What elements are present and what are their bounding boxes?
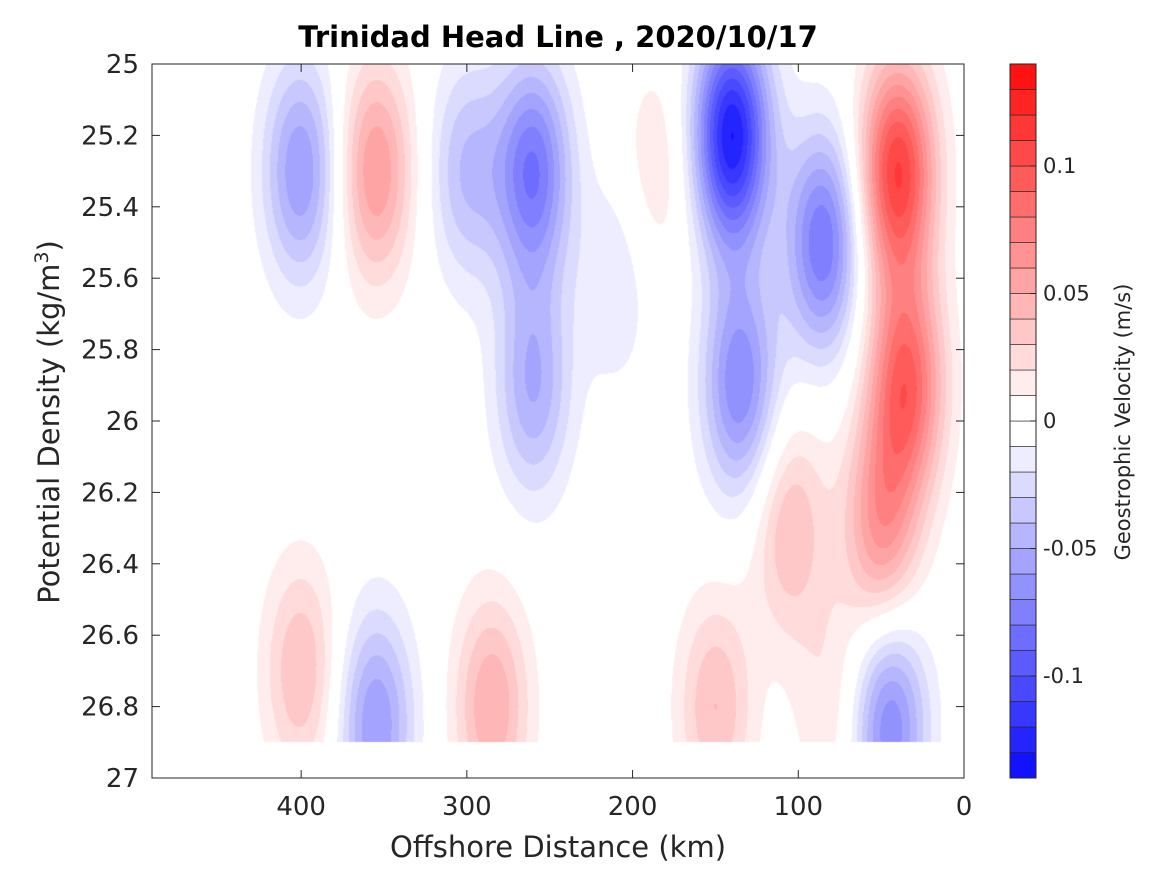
colorbar-band	[1009, 395, 1037, 422]
y-tick-label: 25	[106, 50, 139, 80]
colorbar-tick-label: 0	[1043, 409, 1056, 433]
colorbar-band	[1009, 63, 1037, 90]
x-tick-label: 200	[608, 792, 658, 822]
x-axis-label: Offshore Distance (km)	[390, 830, 726, 864]
plot-area	[151, 63, 965, 779]
colorbar-band	[1009, 522, 1037, 549]
colorbar-band	[1009, 165, 1037, 192]
velocity-field	[152, 64, 964, 778]
colorbar-tick-label: -0.1	[1043, 664, 1084, 688]
y-axis-label: Potential Density (kg/m3)	[31, 240, 66, 604]
colorbar-band	[1009, 752, 1037, 779]
colorbar-band	[1009, 497, 1037, 524]
colorbar-ticks: 0.1 0.05 0 -0.05 -0.1	[1030, 154, 1097, 688]
colorbar-band	[1009, 293, 1037, 320]
colorbar-tick-label: 0.05	[1043, 282, 1090, 306]
y-tick-label: 25.2	[81, 121, 139, 151]
colorbar-band	[1009, 318, 1037, 345]
y-axis-label-close: )	[32, 240, 66, 251]
y-tick-label: 25.6	[81, 264, 139, 294]
colorbar-band	[1009, 548, 1037, 575]
colorbar-band	[1009, 191, 1037, 218]
colorbar-bands	[1009, 63, 1037, 779]
colorbar-band	[1009, 573, 1037, 600]
colorbar-band	[1009, 726, 1037, 753]
y-axis-label-superscript: 3	[31, 251, 53, 263]
y-tick-label: 26.4	[81, 550, 139, 580]
colorbar: 0.1 0.05 0 -0.05 -0.1	[1009, 63, 1097, 779]
x-tick-label: 300	[442, 792, 492, 822]
colorbar-band	[1009, 140, 1037, 167]
colorbar-band	[1009, 675, 1037, 702]
y-axis-label-main: Potential Density (kg/m	[32, 264, 66, 604]
colorbar-tick-label: 0.1	[1043, 154, 1076, 178]
y-axis-tick-labels: 25 25.2 25.4 25.6 25.8 26 26.2 26.4 26.6 26.8 27	[81, 50, 139, 794]
colorbar-band	[1009, 599, 1037, 626]
colorbar-band	[1009, 420, 1037, 447]
y-tick-label: 27	[106, 764, 139, 794]
colorbar-band	[1009, 89, 1037, 116]
y-tick-label: 25.4	[81, 193, 139, 223]
x-axis-tick-labels: 400 300 200 100 0	[276, 792, 972, 822]
colorbar-band	[1009, 471, 1037, 498]
colorbar-band	[1009, 344, 1037, 371]
x-tick-label: 400	[276, 792, 326, 822]
colorbar-band	[1009, 446, 1037, 473]
y-tick-label: 26.6	[81, 621, 139, 651]
y-tick-label: 26.2	[81, 478, 139, 508]
colorbar-band	[1009, 216, 1037, 243]
colorbar-tick-label: -0.05	[1043, 537, 1097, 561]
y-tick-label: 26.8	[81, 693, 139, 723]
chart-title: Trinidad Head Line , 2020/10/17	[298, 20, 818, 54]
plot-ticks	[152, 63, 965, 779]
y-tick-label: 26	[106, 407, 139, 437]
colorbar-band	[1009, 650, 1037, 677]
colorbar-band	[1009, 242, 1037, 269]
colorbar-label: Geostrophic Velocity (m/s)	[1111, 284, 1135, 561]
colorbar-band	[1009, 624, 1037, 651]
colorbar-band	[1009, 701, 1037, 728]
x-tick-label: 0	[956, 792, 973, 822]
y-tick-label: 25.8	[81, 336, 139, 366]
colorbar-band	[1009, 267, 1037, 294]
colorbar-band	[1009, 114, 1037, 141]
x-tick-label: 100	[773, 792, 823, 822]
colorbar-band	[1009, 369, 1037, 396]
